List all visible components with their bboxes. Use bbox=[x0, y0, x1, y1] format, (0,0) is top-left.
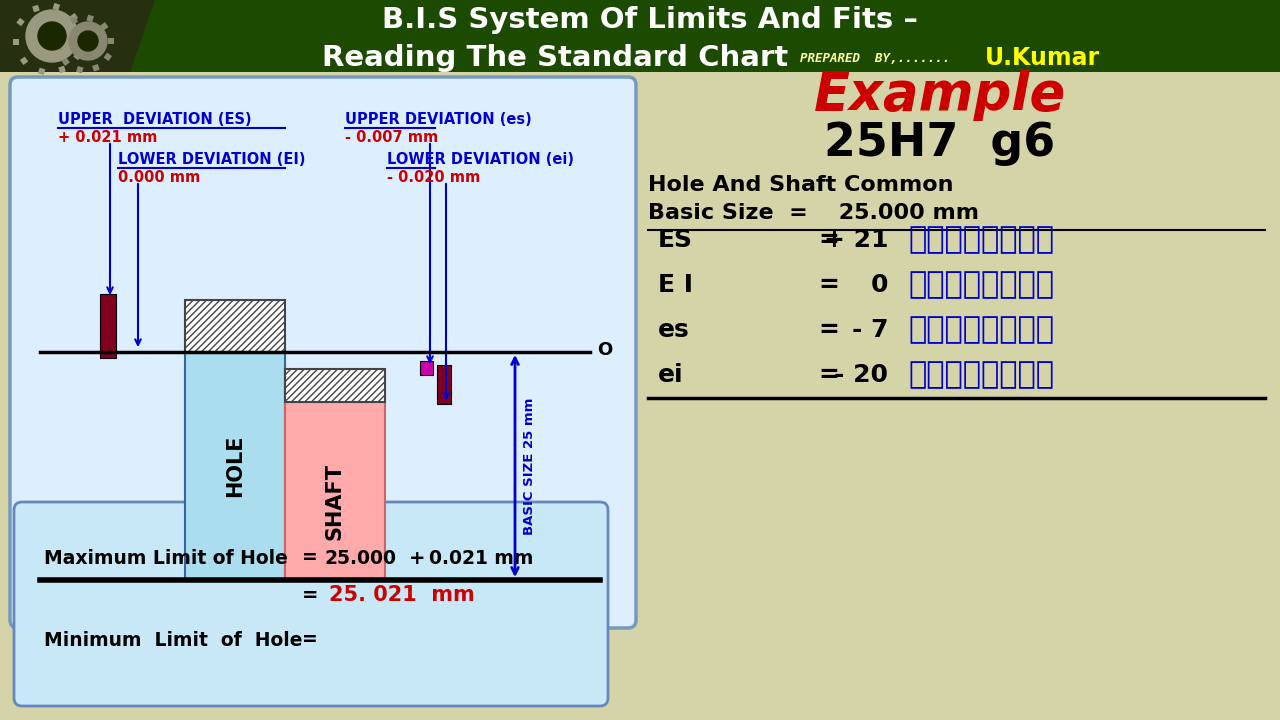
Text: =: = bbox=[818, 363, 838, 387]
Bar bbox=[100, 294, 116, 358]
FancyBboxPatch shape bbox=[14, 502, 608, 706]
Text: B.I.S System Of Limits And Fits –: B.I.S System Of Limits And Fits – bbox=[381, 6, 918, 34]
Text: UPPER DEVIATION (es): UPPER DEVIATION (es) bbox=[346, 112, 531, 127]
Bar bbox=[61, 58, 70, 66]
Text: E I: E I bbox=[658, 273, 692, 297]
Text: =: = bbox=[302, 585, 319, 605]
Text: +: + bbox=[410, 549, 425, 567]
FancyBboxPatch shape bbox=[10, 77, 636, 628]
Bar bbox=[108, 38, 114, 44]
Bar bbox=[52, 3, 60, 11]
Circle shape bbox=[26, 10, 78, 62]
Bar bbox=[79, 33, 84, 39]
Text: SHAFT: SHAFT bbox=[325, 462, 346, 539]
Text: =: = bbox=[302, 631, 317, 649]
Bar bbox=[87, 14, 93, 22]
Bar bbox=[420, 361, 433, 375]
Text: LOWER DEVIATION (ei): LOWER DEVIATION (ei) bbox=[387, 153, 573, 168]
Text: Example: Example bbox=[814, 69, 1066, 121]
Text: O: O bbox=[596, 341, 612, 359]
Text: BASIC SIZE 25 mm: BASIC SIZE 25 mm bbox=[524, 397, 536, 535]
Text: - 20: - 20 bbox=[835, 363, 888, 387]
Bar bbox=[17, 18, 24, 26]
Text: 0: 0 bbox=[870, 273, 888, 297]
Bar bbox=[104, 53, 111, 61]
Text: LOWER DEVIATION (EI): LOWER DEVIATION (EI) bbox=[118, 153, 306, 168]
Bar bbox=[69, 13, 78, 22]
Text: PREPARED  BY,.......: PREPARED BY,....... bbox=[800, 52, 950, 65]
Text: - 0.007 mm: - 0.007 mm bbox=[346, 130, 438, 145]
Text: ei: ei bbox=[658, 363, 684, 387]
Bar bbox=[285, 402, 385, 580]
Text: es: es bbox=[658, 318, 690, 342]
Bar bbox=[186, 300, 285, 352]
Text: ES: ES bbox=[658, 228, 692, 252]
Bar bbox=[58, 27, 67, 35]
Text: - 0.020 mm: - 0.020 mm bbox=[387, 169, 480, 184]
Bar bbox=[0, 0, 1280, 72]
Bar bbox=[186, 352, 285, 580]
Text: U.Kumar: U.Kumar bbox=[986, 46, 1100, 70]
Polygon shape bbox=[0, 0, 155, 72]
Circle shape bbox=[78, 31, 99, 51]
Text: Hole And Shaft Common: Hole And Shaft Common bbox=[648, 175, 954, 195]
Bar bbox=[100, 22, 109, 30]
Text: =: = bbox=[818, 273, 838, 297]
Text: Reading The Standard Chart: Reading The Standard Chart bbox=[323, 44, 788, 72]
Text: Basic Size  =    25.000 mm: Basic Size = 25.000 mm bbox=[648, 203, 979, 223]
Text: + 0.021 mm: + 0.021 mm bbox=[58, 130, 157, 145]
Text: 25. 021  mm: 25. 021 mm bbox=[329, 585, 475, 605]
Text: मायक्रॉन: मायक्रॉन bbox=[908, 271, 1053, 300]
Text: मायक्रॉन: मायक्रॉन bbox=[908, 315, 1053, 344]
Bar bbox=[32, 5, 40, 12]
Bar bbox=[285, 369, 385, 402]
Text: मायक्रॉन: मायक्रॉन bbox=[908, 361, 1053, 390]
Text: HOLE: HOLE bbox=[225, 435, 244, 498]
Text: 0.021 mm: 0.021 mm bbox=[429, 549, 534, 567]
Circle shape bbox=[69, 22, 108, 60]
Bar bbox=[70, 17, 78, 24]
Text: 25.000: 25.000 bbox=[324, 549, 396, 567]
Text: 0.000 mm: 0.000 mm bbox=[118, 169, 200, 184]
Circle shape bbox=[38, 22, 67, 50]
Bar bbox=[56, 44, 61, 50]
Text: - 7: - 7 bbox=[851, 318, 888, 342]
Text: UPPER  DEVIATION (ES): UPPER DEVIATION (ES) bbox=[58, 112, 252, 127]
Text: =: = bbox=[302, 549, 317, 567]
Text: Minimum  Limit  of  Hole: Minimum Limit of Hole bbox=[44, 631, 302, 649]
Bar bbox=[59, 66, 65, 73]
Bar bbox=[76, 66, 83, 73]
Bar bbox=[436, 365, 451, 404]
Text: + 21: + 21 bbox=[823, 228, 888, 252]
Text: Maximum Limit of Hole: Maximum Limit of Hole bbox=[44, 549, 288, 567]
Text: =: = bbox=[818, 228, 838, 252]
Text: मायक्रॉन: मायक्रॉन bbox=[908, 225, 1053, 254]
Bar bbox=[38, 68, 45, 75]
Bar bbox=[73, 52, 82, 60]
Bar bbox=[92, 64, 100, 71]
Bar bbox=[13, 39, 19, 45]
Text: =: = bbox=[818, 318, 838, 342]
Bar bbox=[20, 57, 28, 65]
Text: 25H7  g6: 25H7 g6 bbox=[824, 120, 1056, 166]
